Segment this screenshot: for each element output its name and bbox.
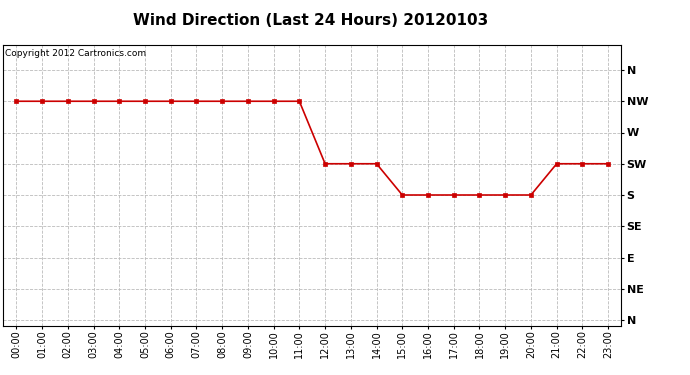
Text: Copyright 2012 Cartronics.com: Copyright 2012 Cartronics.com — [5, 49, 146, 58]
Text: Wind Direction (Last 24 Hours) 20120103: Wind Direction (Last 24 Hours) 20120103 — [133, 13, 488, 28]
